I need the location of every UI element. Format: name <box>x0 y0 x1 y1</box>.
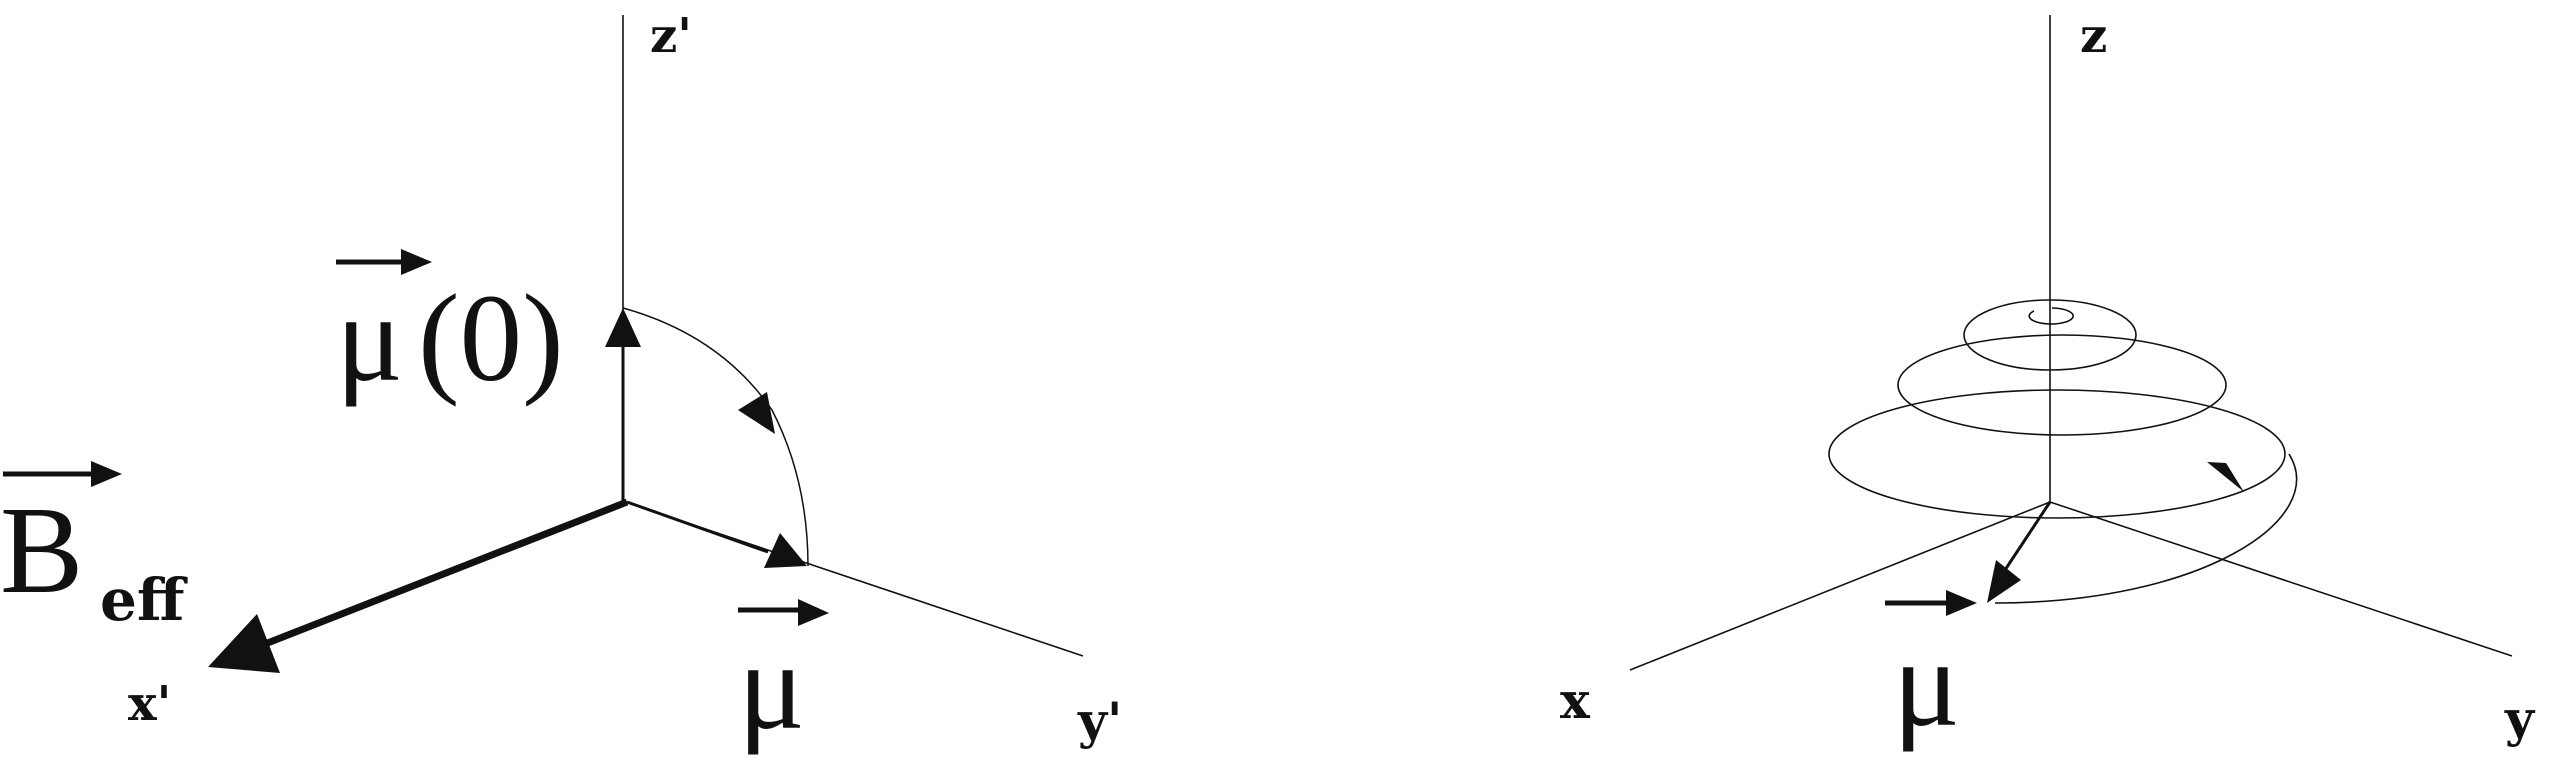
beff-arrowhead-icon <box>208 614 280 673</box>
x-axis <box>1629 501 2051 671</box>
mu0-symbol: μ <box>336 270 403 408</box>
x-label: x <box>1560 671 1591 730</box>
lab-frame-diagram: z x y μ <box>1560 8 2536 753</box>
mu0-argument: (0) <box>418 270 564 408</box>
mu-arrowhead-icon <box>764 533 807 568</box>
x-prime-axis <box>263 498 629 648</box>
mu0-overarrow-head-icon <box>401 249 432 275</box>
z-prime-label: z' <box>650 8 692 64</box>
beff-subscript: eff <box>100 566 188 634</box>
mu-lab-overarrow-head-icon <box>1946 590 1977 616</box>
mu-vector <box>626 500 769 554</box>
x-prime-label: x' <box>128 676 171 732</box>
mu0-arrowhead-icon <box>605 308 641 347</box>
mu-symbol: μ <box>738 618 805 756</box>
beff-symbol: B <box>0 482 83 620</box>
nutation-arc <box>622 307 809 567</box>
spiral-arrowhead-icon <box>2207 462 2244 492</box>
arc-arrowhead-icon <box>738 392 775 434</box>
precession-spiral <box>1828 299 2298 604</box>
rotating-frame-diagram: z' x' y' μ (0) B eff μ <box>0 8 1122 756</box>
y-prime-label: y' <box>1077 691 1122 750</box>
y-label: y <box>2504 689 2536 748</box>
beff-overarrow-head-icon <box>91 461 122 487</box>
y-axis <box>2049 501 2513 657</box>
mu-lab-arrowhead-icon <box>1987 560 2021 603</box>
mu-lab-symbol: μ <box>1893 615 1960 753</box>
mu-overarrow-head-icon <box>798 599 829 626</box>
mu-vector-lab <box>2003 501 2052 571</box>
z-label: z <box>2080 8 2107 64</box>
